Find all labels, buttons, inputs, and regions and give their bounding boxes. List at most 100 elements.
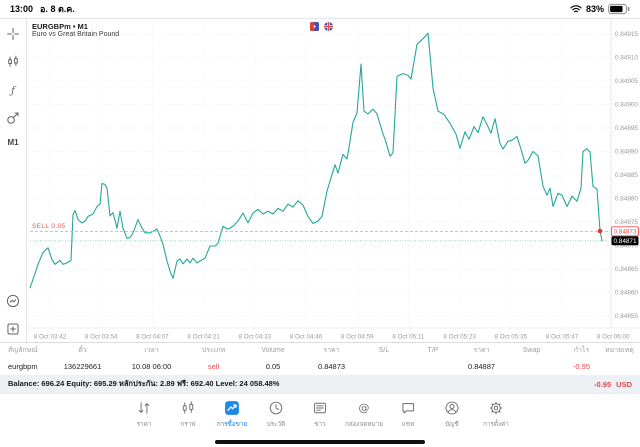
time-axis-label: 8 Oct 04:59 <box>341 334 374 341</box>
table-cell: eurgbpm <box>8 362 38 371</box>
floating-profit: -0.95 USD <box>594 380 632 389</box>
sell-position-label: SELL 0.05 <box>32 223 66 230</box>
table-header-cell: T/P <box>427 347 439 354</box>
nav-item-label: กล่องจดหมาย <box>345 421 383 428</box>
price-axis-label: 0.84900 <box>615 102 639 109</box>
trade-mode-button[interactable] <box>6 293 21 308</box>
symbol-flags <box>310 22 333 31</box>
time-axis-label: 8 Oct 05:47 <box>546 334 579 341</box>
chart-symbol-description: Euro vs Great Britain Pound <box>32 31 120 39</box>
time-axis-label: 8 Oct 03:42 <box>34 334 67 341</box>
table-header-cell: S/L <box>378 347 390 354</box>
svg-text:0.84871: 0.84871 <box>613 238 637 245</box>
time-axis-label: 8 Oct 04:07 <box>136 334 169 341</box>
chart-symbol-title: EURGBPm • M1 <box>32 22 88 31</box>
settings-icon <box>489 401 503 415</box>
price-line <box>29 32 603 289</box>
eur-flag-icon <box>310 22 319 31</box>
price-axis-label: 0.84890 <box>615 149 639 156</box>
positions-table-header: สัญลักษณ์ ตั๋ว เวลา ประเภท Volume ราคา S/L T/P ร… <box>0 343 640 358</box>
price-axis-label: 0.84885 <box>615 172 639 179</box>
svg-text:@: @ <box>359 401 370 414</box>
svg-text:0.84873: 0.84873 <box>613 229 637 236</box>
price-axis-label: 0.84880 <box>615 196 639 203</box>
chart-canvas[interactable]: SELL 0.05 0.84915 0.84910 0.84905 0.84900 0.8… <box>27 19 640 342</box>
nav-item-mailbox[interactable]: @ กล่องจดหมาย <box>342 400 386 429</box>
table-header-cell: กำไร <box>573 347 590 354</box>
table-header-cell: เวลา <box>144 347 159 354</box>
nav-item-label: การตั้งค่า <box>483 421 509 428</box>
timeframe-button[interactable]: M1 <box>7 138 19 147</box>
table-cell: -0.95 <box>572 362 591 371</box>
nav-item-chart[interactable]: กราฟ <box>166 400 210 429</box>
trade-icon <box>225 401 239 415</box>
time-axis-label: 8 Oct 05:11 <box>392 334 425 341</box>
chart-header: EURGBPm • M1 Euro vs Great Britain Pound <box>32 22 119 40</box>
functions-icon: ƒ <box>9 85 17 96</box>
table-header-cell: หมายเหตุ <box>605 347 634 354</box>
objects-button[interactable] <box>6 110 21 125</box>
positions-table: สัญลักษณ์ ตั๋ว เวลา ประเภท Volume ราคา S/L T/P ร… <box>0 342 640 375</box>
balance-summary: Balance: 696.24 Equity: 695.29 หลักประกั… <box>8 379 280 388</box>
position-marker-dot <box>597 228 603 234</box>
time-axis-label: 8 Oct 05:35 <box>495 334 528 341</box>
table-header-cell: ประเภท <box>201 347 226 354</box>
profit-value: -0.95 <box>594 379 612 389</box>
chat-icon <box>402 403 414 414</box>
svg-text:ƒ: ƒ <box>9 85 17 96</box>
bottom-nav-bar: ราคา กราฟ การซื้อขาย ประวัติ ข่าว @ กล่องจดหมา… <box>0 393 640 447</box>
time-axis-label: 8 Oct 03:54 <box>85 334 118 341</box>
home-indicator[interactable] <box>215 439 425 444</box>
nav-item-history[interactable]: ประวัติ <box>254 400 298 429</box>
position-row[interactable]: eurgbpm 136229661 10.08 06:00 sell 0.05 0.848… <box>0 358 640 375</box>
nav-item-label: การซื้อขาย <box>216 421 248 428</box>
new-chart-button[interactable] <box>6 321 21 336</box>
price-axis-label: 0.84855 <box>615 313 639 320</box>
time-axis-label: 8 Oct 05:23 <box>443 334 476 341</box>
chart-toolbar-rail: ƒ M1 <box>0 19 27 342</box>
quotes-icon <box>138 402 150 414</box>
table-cell: 10.08 06:00 <box>131 362 172 371</box>
table-header-cell: Swap <box>522 347 541 354</box>
price-axis-label: 0.84905 <box>615 78 639 85</box>
table-header-cell: สัญลักษณ์ <box>8 347 38 354</box>
crosshair-button[interactable] <box>6 26 21 41</box>
price-axis-label: 0.84915 <box>615 31 639 38</box>
price-axis-label: 0.84870 <box>615 243 639 250</box>
chart-icon <box>182 401 194 414</box>
nav-item-settings[interactable]: การตั้งค่า <box>474 400 518 429</box>
objects-icon <box>7 111 19 124</box>
nav-item-account[interactable]: บัญชี <box>430 400 474 429</box>
nav-item-news[interactable]: ข่าว <box>298 400 342 429</box>
status-date: อ. 8 ต.ค. <box>40 4 75 14</box>
price-axis-label: 0.84895 <box>615 125 639 132</box>
nav-item-label: ราคา <box>136 421 152 428</box>
time-axis-label: 8 Oct 06:00 <box>597 334 630 341</box>
new-chart-icon <box>7 322 19 335</box>
table-header-cell: ราคา <box>323 347 340 354</box>
history-icon <box>269 401 283 415</box>
time-axis-label: 8 Oct 04:33 <box>239 334 272 341</box>
table-cell: 0.05 <box>265 362 281 371</box>
nav-item-label: กราฟ <box>180 421 196 428</box>
functions-button[interactable]: ƒ <box>6 82 21 97</box>
indicators-button[interactable] <box>6 54 21 69</box>
nav-item-label: ข่าว <box>314 421 326 428</box>
time-axis-label: 8 Oct 04:21 <box>187 334 220 341</box>
nav-item-label: แชท <box>401 421 415 428</box>
status-time: 13:00 <box>10 4 34 14</box>
price-axis-label: 0.84865 <box>615 266 639 273</box>
status-bar: 13:00 อ. 8 ต.ค. 83% <box>0 0 640 18</box>
time-axis-label: 8 Oct 04:46 <box>290 334 323 341</box>
nav-item-quotes[interactable]: ราคา <box>122 400 166 429</box>
nav-item-chat[interactable]: แชท <box>386 400 430 429</box>
price-axis-label: 0.84910 <box>615 55 639 62</box>
table-header-cell: ตั๋ว <box>78 347 87 354</box>
price-axis-label: 0.84860 <box>615 290 639 297</box>
nav-item-trade[interactable]: การซื้อขาย <box>210 400 254 429</box>
indicators-icon <box>8 55 18 67</box>
time-axis: 8 Oct 03:42 8 Oct 03:54 8 Oct 04:07 8 Oct 0… <box>34 334 630 341</box>
crosshair-icon <box>7 27 19 40</box>
table-cell: sell <box>207 362 220 371</box>
